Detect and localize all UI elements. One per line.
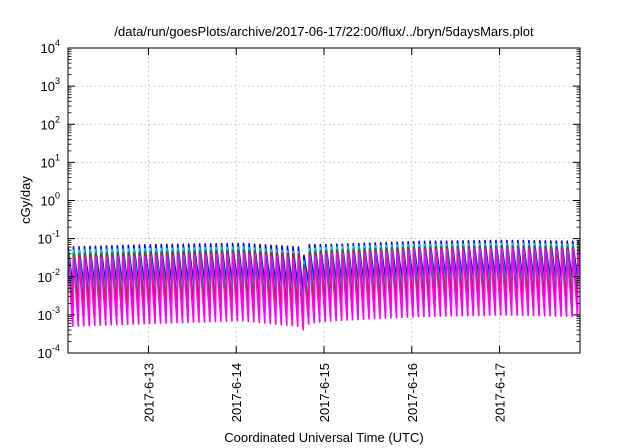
series-line-5 [68,247,580,331]
y-tick-label: 100 [41,191,60,209]
y-tick-label: 101 [41,152,60,170]
y-tick-label: 10-3 [38,305,60,323]
x-axis: 2017-6-13 2017-6-14 2017-6-15 2017-6-16 2017… [141,48,508,422]
chart-title: /data/run/goesPlots/archive/2017-06-17/2… [114,24,534,39]
y-tick-label: 103 [41,76,60,94]
y-tick-label: 10-2 [38,267,60,285]
y-tick-label: 10-1 [38,229,60,247]
y-axis: 10-4 10-3 10-2 10-1 100 101 102 103 104 [38,38,580,361]
y-tick-label: 10-4 [38,343,60,361]
x-tick-label: 2017-6-13 [141,363,156,422]
grid-lines [68,48,580,353]
x-tick-label: 2017-6-17 [493,363,508,422]
x-tick-label: 2017-6-14 [229,363,244,422]
y-tick-label: 102 [41,114,60,132]
y-tick-label: 104 [41,38,60,56]
x-axis-label: Coordinated Universal Time (UTC) [224,430,423,445]
x-tick-label: 2017-6-15 [317,363,332,422]
x-tick-label: 2017-6-16 [405,363,420,422]
plot-area [68,239,580,331]
y-axis-label: cGy/day [18,176,33,224]
